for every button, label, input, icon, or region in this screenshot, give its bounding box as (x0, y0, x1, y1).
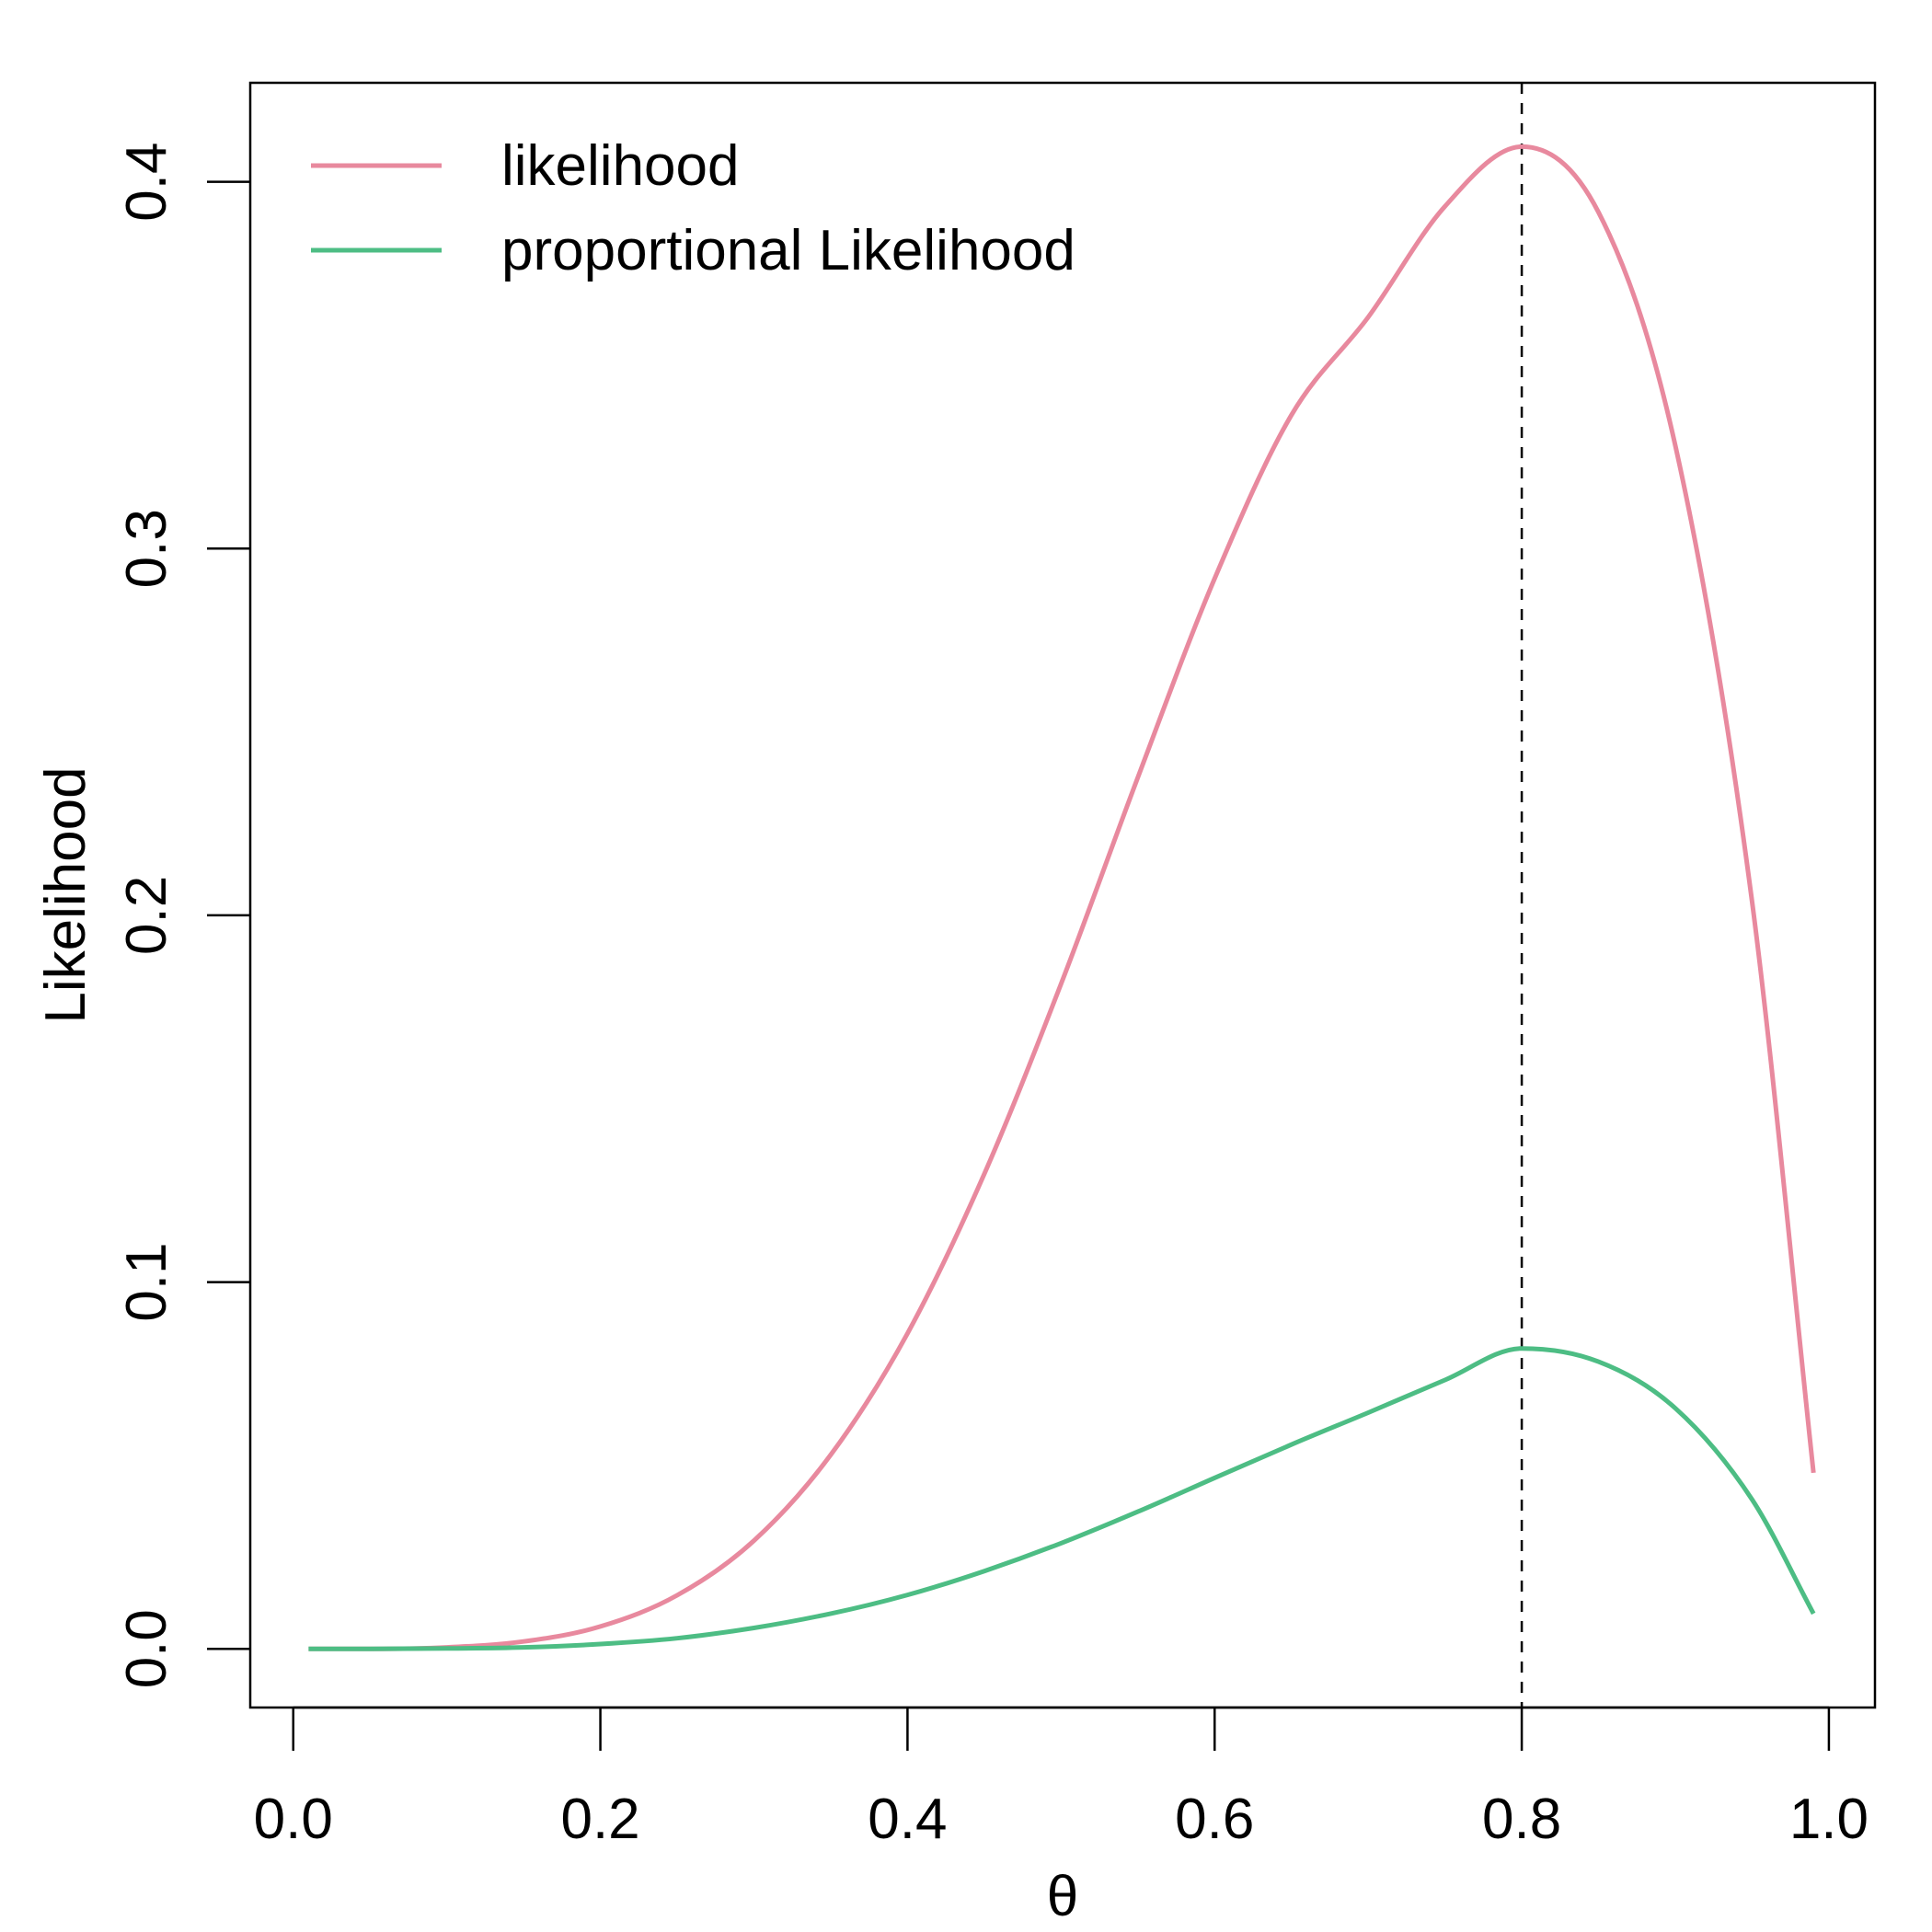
x-axis: 0.0 0.2 0.4 0.6 0.8 1.0 (254, 1706, 1869, 1851)
series-layer (308, 144, 1816, 1651)
legend: likelihood proportional Likelihood (311, 134, 1075, 282)
y-tick-label: 0.1 (115, 1242, 178, 1321)
x-tick-label: 0.2 (560, 1788, 639, 1851)
x-tick-label: 0.8 (1482, 1788, 1561, 1851)
y-axis-label: Likelihood (34, 766, 98, 1023)
x-axis-label: θ (1047, 1865, 1078, 1928)
x-tick-label: 0.4 (868, 1788, 947, 1851)
y-axis: 0.0 0.1 0.2 0.3 0.4 (115, 143, 250, 1688)
x-tick-label: 0.6 (1175, 1788, 1254, 1851)
legend-label: likelihood (501, 134, 740, 198)
y-tick-label: 0.4 (115, 143, 178, 222)
y-tick-label: 0.0 (115, 1609, 178, 1688)
x-tick-label: 0.0 (254, 1788, 333, 1851)
plot-frame (248, 81, 1877, 1709)
y-tick-label: 0.3 (115, 509, 178, 588)
y-tick-label: 0.2 (115, 876, 178, 955)
x-tick-label: 1.0 (1789, 1788, 1869, 1851)
series-line-2 (308, 1346, 1816, 1651)
legend-label: proportional Likelihood (501, 219, 1075, 282)
series-line-1 (308, 144, 1816, 1651)
